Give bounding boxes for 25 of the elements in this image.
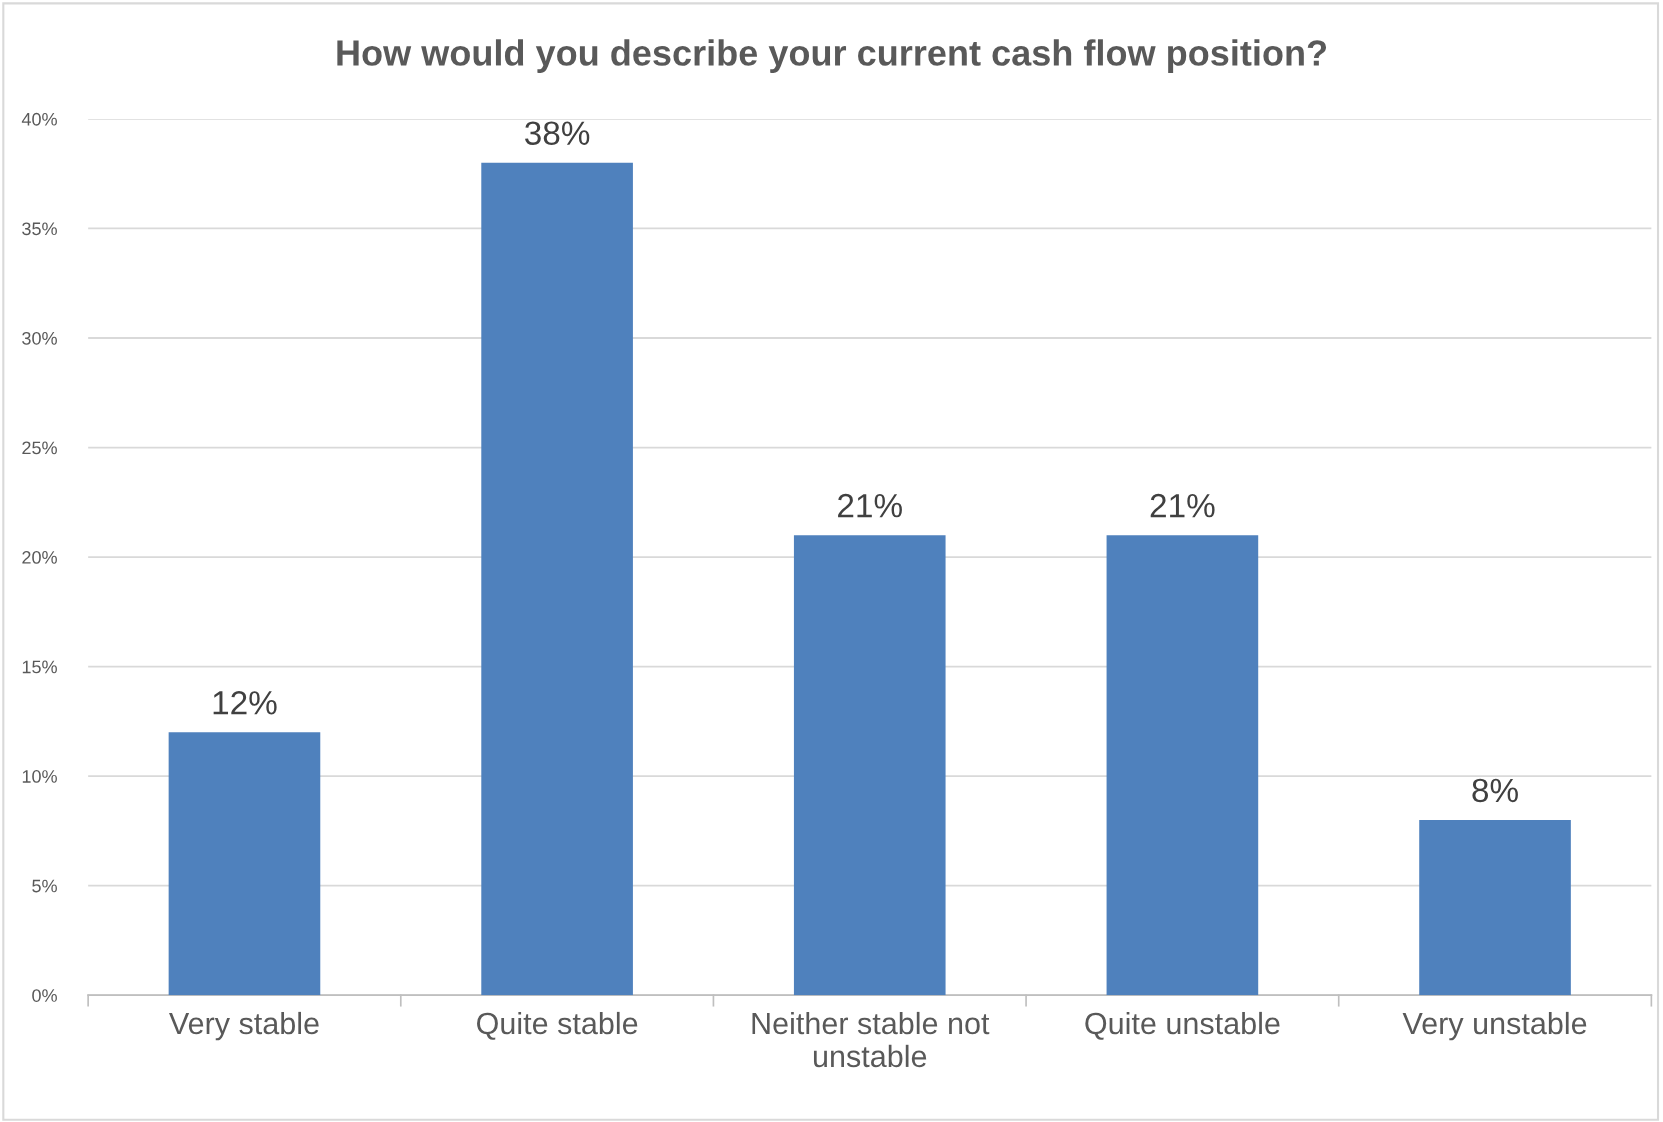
bar: [793, 535, 946, 996]
y-tick-label: 40%: [21, 112, 57, 126]
y-tick-label: 0%: [32, 989, 57, 1002]
y-tick-label: 30%: [22, 331, 57, 345]
bar: [1106, 535, 1259, 996]
x-tick-label: Quite unstable: [1085, 1011, 1280, 1040]
x-tick-label: Quite stable: [477, 1011, 638, 1040]
bar: [1419, 819, 1571, 996]
data-label: 8%: [1472, 778, 1518, 803]
data-label: 12%: [213, 691, 277, 715]
x-tick-label: Very unstable: [1402, 1011, 1587, 1041]
y-tick-label: 15%: [22, 660, 57, 674]
y-tick-label: 25%: [22, 441, 57, 455]
bar: [168, 732, 321, 996]
chart-title: How would you describe your current cash flow position?: [337, 39, 1327, 73]
bar: [481, 162, 633, 996]
x-tick-label: Neither stable not unstable: [752, 1011, 990, 1068]
x-tick-label: Very stable: [169, 1011, 319, 1041]
y-tick-label: 10%: [22, 770, 57, 783]
y-tick-label: 5%: [32, 879, 57, 893]
data-label: 21%: [838, 493, 902, 518]
y-tick-label: 20%: [22, 551, 57, 564]
data-label: 38%: [525, 121, 590, 146]
data-label: 21%: [1150, 493, 1215, 518]
y-tick-label: 35%: [22, 222, 57, 236]
